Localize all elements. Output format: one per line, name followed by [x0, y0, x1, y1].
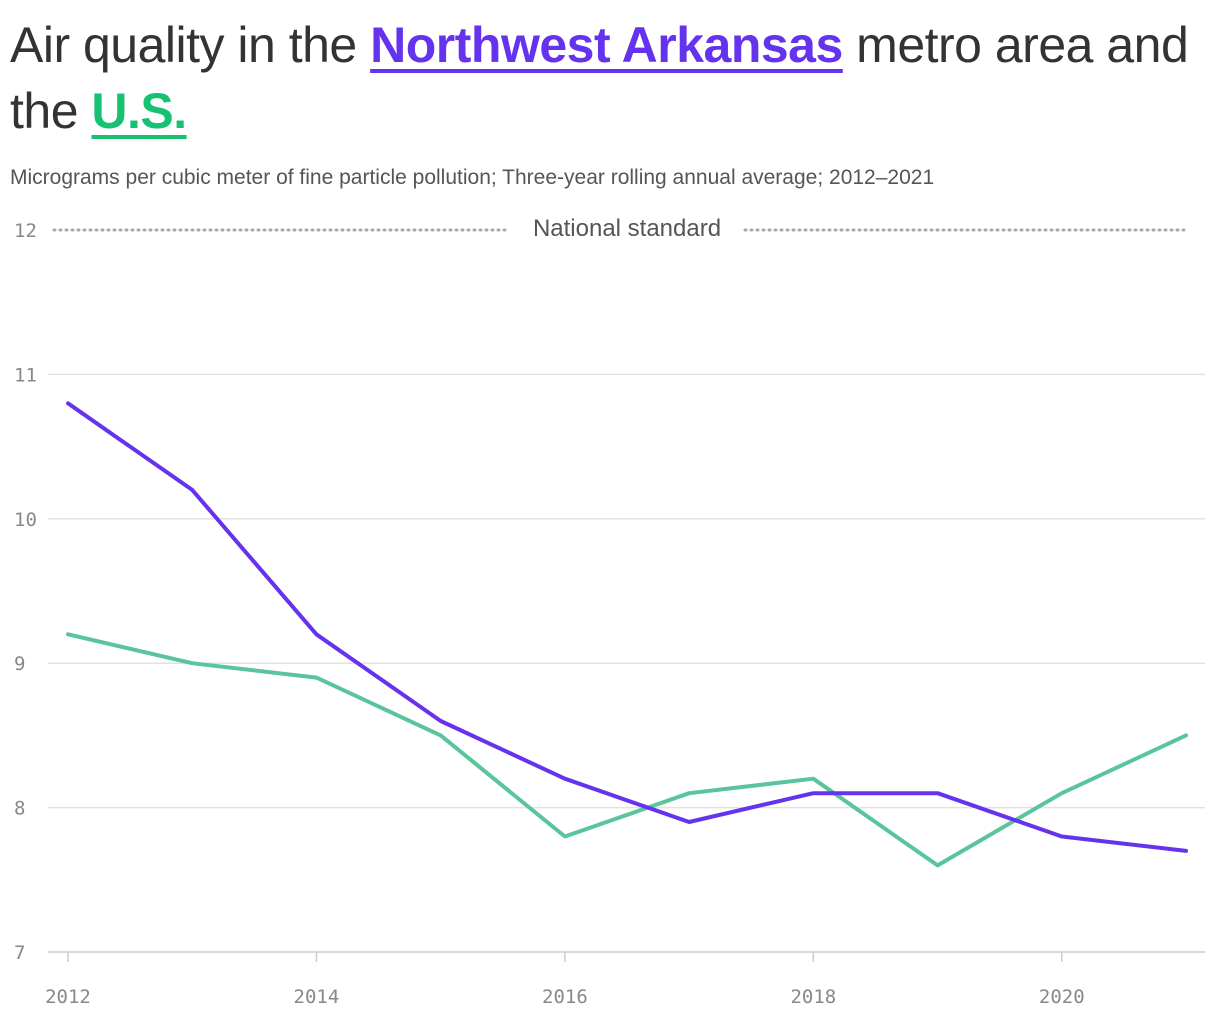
- standard-label: National standard: [533, 215, 721, 242]
- title-us: U.S.: [91, 83, 187, 139]
- y-tick-label: 10: [14, 509, 37, 531]
- y-tick-label: 12: [14, 220, 37, 242]
- tick-labels: 7 8 9 10 11 12 2012 2014 2016 2018 2020: [14, 220, 1085, 1008]
- chart-subtitle: Micrograms per cubic meter of fine parti…: [10, 166, 935, 189]
- annotations: National standard: [52, 215, 1188, 242]
- y-tick-label: 11: [14, 364, 37, 386]
- x-tick-label: 2014: [294, 986, 340, 1008]
- title-prefix: Air quality in the: [10, 17, 371, 73]
- x-tick-label: 2012: [45, 986, 91, 1008]
- title-northwest-arkansas: Northwest Arkansas: [370, 17, 843, 73]
- series-lines: [66, 401, 1188, 868]
- chart-title: Air quality in the Northwest Arkansas me…: [10, 12, 1210, 144]
- y-tick-label: 8: [14, 798, 25, 820]
- x-tick-label: 2016: [542, 986, 588, 1008]
- y-tick-label: 9: [14, 653, 25, 675]
- series-line-northwest-arkansas: [66, 401, 1188, 853]
- title-middle: metro area and the: [10, 17, 1189, 139]
- x-tick-label: 2018: [790, 986, 836, 1008]
- grid-lines: [48, 373, 1205, 962]
- y-tick-label: 7: [14, 942, 25, 964]
- x-tick-label: 2020: [1039, 986, 1085, 1008]
- series-line-u-s: [66, 632, 1188, 868]
